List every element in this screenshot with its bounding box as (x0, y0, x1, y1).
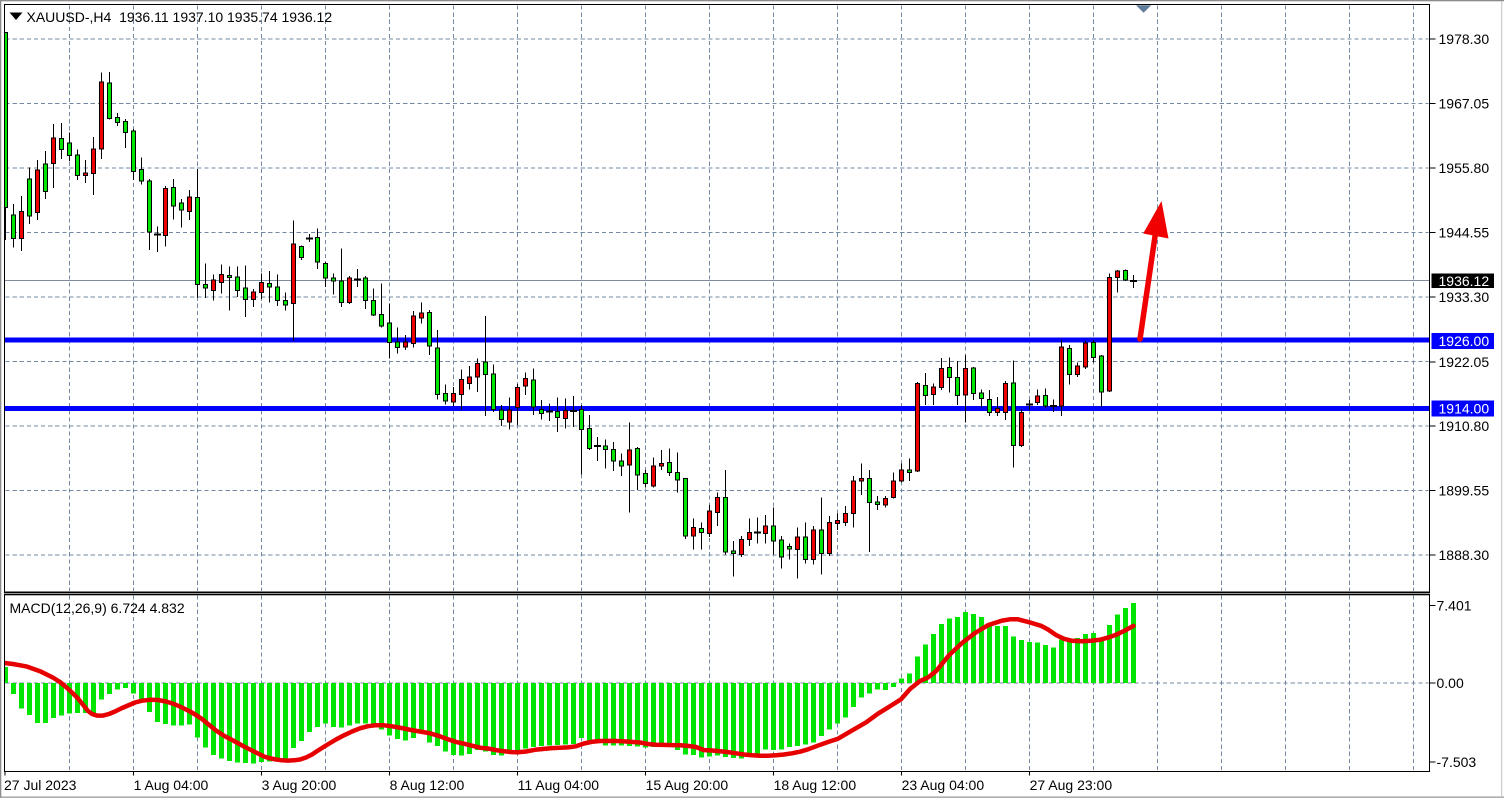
svg-text:1978.30: 1978.30 (1439, 31, 1490, 47)
svg-text:1944.55: 1944.55 (1439, 225, 1490, 241)
svg-text:1 Aug 04:00: 1 Aug 04:00 (134, 777, 209, 793)
svg-text:-7.503: -7.503 (1437, 754, 1477, 770)
svg-text:1926.00: 1926.00 (1439, 333, 1490, 349)
svg-text:MACD(12,26,9) 6.724 4.832: MACD(12,26,9) 6.724 4.832 (10, 600, 185, 616)
svg-text:1899.55: 1899.55 (1439, 483, 1490, 499)
svg-text:1922.05: 1922.05 (1439, 354, 1490, 370)
svg-text:11 Aug 04:00: 11 Aug 04:00 (518, 777, 600, 793)
svg-text:1955.80: 1955.80 (1439, 160, 1490, 176)
svg-text:15 Aug 20:00: 15 Aug 20:00 (646, 777, 729, 793)
svg-text:XAUUSD-,H4 1936.11 1937.10 19: XAUUSD-,H4 1936.11 1937.10 1935.74 1936.… (27, 9, 333, 25)
svg-text:1933.30: 1933.30 (1439, 289, 1490, 305)
svg-text:0.00: 0.00 (1437, 675, 1464, 691)
svg-text:7.401: 7.401 (1437, 598, 1472, 614)
svg-text:1910.80: 1910.80 (1439, 418, 1490, 434)
svg-text:27 Jul 2023: 27 Jul 2023 (4, 777, 77, 793)
svg-text:1967.05: 1967.05 (1439, 96, 1490, 112)
svg-text:23 Aug 04:00: 23 Aug 04:00 (902, 777, 985, 793)
svg-text:1888.30: 1888.30 (1439, 547, 1490, 563)
svg-text:18 Aug 12:00: 18 Aug 12:00 (774, 777, 857, 793)
svg-text:8 Aug 12:00: 8 Aug 12:00 (390, 777, 465, 793)
svg-text:3 Aug 20:00: 3 Aug 20:00 (262, 777, 337, 793)
svg-text:27 Aug 23:00: 27 Aug 23:00 (1030, 777, 1113, 793)
svg-text:1936.12: 1936.12 (1439, 273, 1490, 289)
svg-text:1914.00: 1914.00 (1439, 401, 1490, 417)
